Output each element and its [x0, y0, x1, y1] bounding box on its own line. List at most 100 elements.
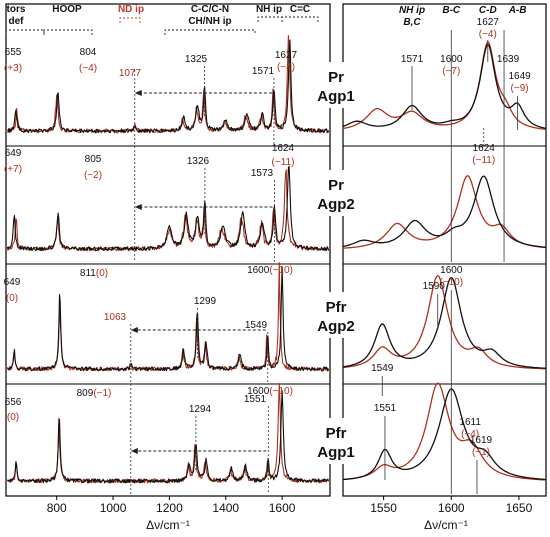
right-peak-value: 1649	[508, 71, 531, 82]
arrow-panel4-head	[130, 448, 138, 454]
right-peak-value: 1549	[371, 363, 394, 374]
peak-value: 656	[5, 397, 22, 408]
right-peak-shift: (−4)	[461, 429, 479, 440]
sample-label-bg	[296, 62, 368, 108]
left-frame	[5, 3, 331, 497]
band-cc: C=C	[290, 4, 310, 15]
peak-shift: (0)	[7, 412, 19, 423]
peak-value: 811	[80, 268, 96, 279]
peak-shift: (+7)	[4, 164, 22, 175]
right-band-bc: B,C	[403, 17, 421, 28]
peak-value: 1600	[247, 265, 270, 276]
right-peak-value: 1611	[459, 417, 481, 428]
left-trace-black	[6, 165, 330, 252]
sample-labels: Pr Agp1 Pr Agp2 Pfr Agp2 Pfr Agp1	[296, 62, 368, 464]
band-nd-ip: ND ip	[118, 4, 144, 15]
peak-shift: (−10)	[269, 265, 293, 276]
bracket-hoop	[43, 29, 93, 35]
left-trace-red	[6, 169, 330, 252]
right-trace-black	[342, 276, 547, 369]
peak-shift: (+3)	[4, 63, 22, 74]
right-trace-black	[342, 175, 547, 248]
left-x-axis-label: Δν/cm⁻¹	[146, 518, 190, 532]
sample-label-line2: Agp2	[317, 196, 355, 213]
left-trace-black	[7, 390, 330, 484]
sample-label-line2: Agp1	[317, 88, 355, 105]
right-tick-label: 1600	[438, 501, 465, 515]
left-tick-label: 800	[47, 501, 67, 515]
right-peak-value: 1590	[423, 281, 446, 292]
sample-label-line1: Pr	[328, 177, 344, 194]
peak-label: 1600(−10)	[247, 265, 293, 276]
peak-value: 1627	[275, 50, 298, 61]
peak-value: 1299	[194, 296, 217, 307]
bracket-tors	[5, 29, 45, 35]
right-band-a-b: A-B	[508, 5, 527, 16]
peak-label: 811(0)	[80, 268, 108, 279]
arrow-panel1-head	[134, 90, 142, 96]
peak-value: 649	[5, 148, 22, 159]
peak-shift: (0)	[6, 293, 18, 304]
band-tors: tors	[7, 4, 26, 15]
sample-label-line1: Pfr	[326, 425, 347, 442]
peak-value: 809	[77, 388, 94, 399]
arrow-panel2-head	[134, 204, 142, 210]
sample-label-line2: Agp1	[317, 444, 355, 461]
right-trace-red	[342, 175, 547, 249]
right-peak-shift: (−4)	[479, 29, 497, 40]
panel-frames	[5, 3, 547, 497]
sample-label-line2: Agp2	[317, 318, 355, 335]
arrow-panel3-head	[130, 327, 138, 333]
right-trace-black	[342, 388, 547, 481]
band-ch-nh: CH/NH ip	[188, 16, 231, 27]
bracket-ccdouble	[281, 16, 319, 22]
peak-value: 1294	[189, 404, 212, 415]
right-band-nh-ip: NH ip	[399, 5, 425, 16]
left-trace-black	[7, 39, 330, 134]
right-peak-value: 1627	[477, 17, 500, 28]
sample-label-line1: Pfr	[326, 299, 347, 316]
peak-label: 809(−1)	[77, 388, 112, 399]
peak-value: 649	[4, 277, 21, 288]
peak-shift: (−10)	[269, 386, 293, 397]
right-x-axis-label: Δν/cm⁻¹	[424, 518, 468, 532]
right-trace-red	[342, 41, 547, 130]
band-hoop: HOOP	[52, 4, 82, 15]
annotations: 655(+3)804(−4) 1077132515711627(−4)649(+7…	[4, 17, 531, 494]
sample-label-bg	[296, 418, 368, 464]
right-peak-value: 1551	[374, 403, 397, 414]
peak-value: 1551	[244, 394, 267, 405]
peak-label: 1600(−10)	[247, 386, 293, 397]
sample-label-bg	[296, 170, 368, 216]
left-tick-label: 1200	[156, 501, 183, 515]
peak-value: 655	[5, 47, 22, 58]
peak-value: 1624	[272, 143, 295, 154]
peak-shift: (−4)	[79, 63, 97, 74]
band-cc-cn: C-C/C-N	[191, 4, 229, 15]
peak-value: 1549	[245, 320, 268, 331]
sample-label-bg	[296, 292, 368, 338]
right-peak-value: 1624	[473, 143, 496, 154]
peak-value: 1326	[187, 156, 210, 167]
peak-shift: (−2)	[84, 170, 102, 181]
left-tick-label: 1000	[100, 501, 127, 515]
sample-label-line1: Pr	[328, 69, 344, 86]
spectra-traces	[6, 35, 547, 484]
right-peak-value: 1619	[470, 435, 493, 446]
peak-shift: (−11)	[272, 157, 295, 168]
left-tick-label: 1400	[212, 501, 239, 515]
bracket-nh	[257, 16, 283, 22]
peak-value: 1573	[251, 168, 274, 179]
peak-shift: (−1)	[93, 388, 111, 399]
band-nh-ip: NH ip	[256, 4, 282, 15]
right-peak-shift: (−10)	[439, 277, 463, 288]
peak-value: 1571	[252, 66, 275, 77]
peak-value: 804	[80, 47, 97, 58]
left-tick-label: 1600	[269, 501, 296, 515]
bracket-nd	[119, 17, 141, 23]
peak-value: 1600	[247, 386, 270, 397]
peak-shift: (−4)	[277, 62, 295, 73]
right-frame	[342, 3, 547, 497]
right-trace-red	[342, 382, 547, 481]
right-trace-black	[342, 43, 547, 129]
